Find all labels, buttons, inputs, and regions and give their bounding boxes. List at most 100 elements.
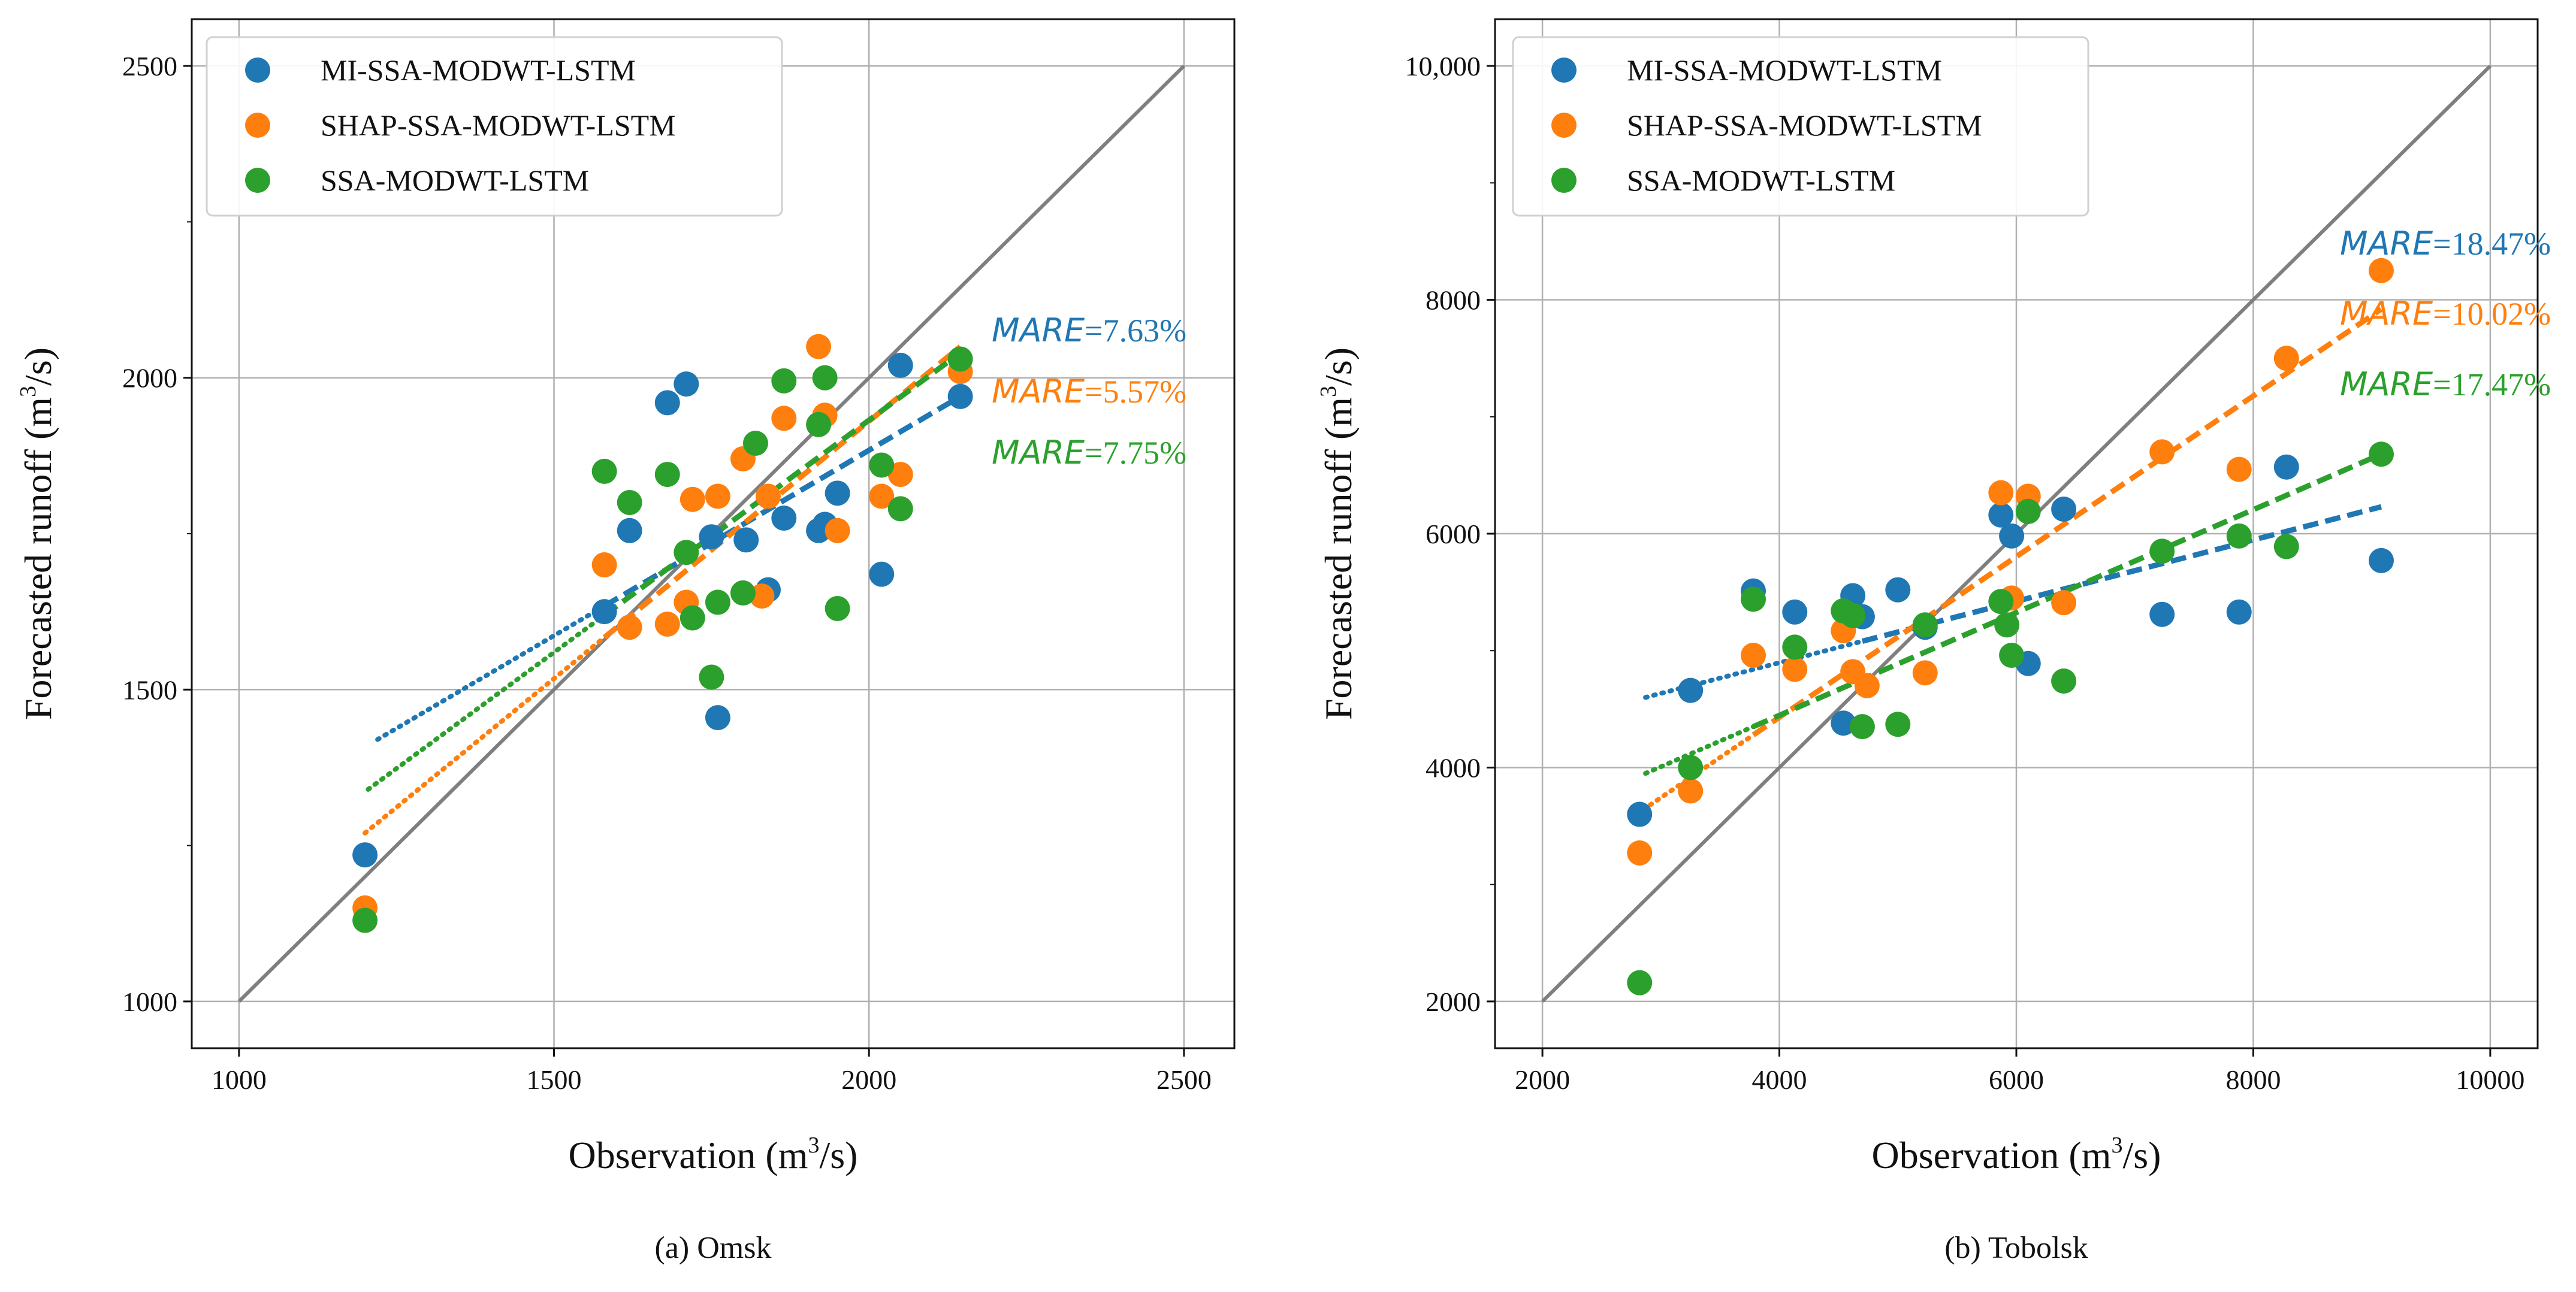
x-tick-label: 10000 [2456, 1064, 2524, 1095]
x-tick-label: 1000 [212, 1064, 267, 1095]
y-axis-label-tail: /s) [1317, 347, 1360, 386]
x-axis-label-sup: 3 [808, 1133, 819, 1158]
scatter-point [680, 605, 705, 631]
scatter-point [1854, 673, 1880, 698]
x-axis-label-tail: /s) [2122, 1134, 2161, 1176]
y-axis-label-sup: 3 [1316, 386, 1341, 397]
y-tick-label: 1000 [122, 987, 177, 1017]
x-axis-label: Observation (m3/s) [1872, 1133, 2161, 1176]
fit-line-extrapolated [1643, 724, 1756, 776]
scatter-point [2273, 346, 2299, 371]
legend-marker [1551, 113, 1577, 138]
mare-annotation: MARE=17.47% [2340, 365, 2551, 403]
y-tick-label: 10,000 [1405, 51, 1481, 81]
scatter-point [2369, 258, 2394, 283]
axis-ticks: 1000 1500 2000 2500 1000 1500 2000 2500 [122, 51, 1212, 1095]
y-axis-label-tail: /s) [17, 347, 59, 386]
legend-label: SSA-MODWT-LSTM [1627, 164, 1895, 197]
y-axis-label-main: Forecasted runoff (m [17, 397, 59, 720]
fit-line [602, 344, 962, 640]
scatter-point [705, 705, 730, 731]
legend-box [1512, 36, 2089, 217]
scatter-point [812, 365, 838, 391]
scatter-point [1885, 712, 1911, 737]
scatter-point [2226, 456, 2252, 482]
x-axis-label-tail: /s) [819, 1134, 857, 1176]
mare-labels: MARE=18.47%MARE=10.02%MARE=17.47% [2340, 225, 2551, 403]
scatter-point [699, 524, 724, 550]
scatter-point [654, 462, 680, 488]
scatter-point [2051, 590, 2077, 616]
legend-marker [245, 58, 270, 83]
y-axis-label: Forecasted runoff (m3/s) [1316, 347, 1360, 720]
y-axis-label-main: Forecasted runoff (m [1317, 397, 1360, 720]
scatter-point [869, 561, 895, 587]
scatter-point [1912, 612, 1938, 638]
fit-line-extrapolated [363, 635, 607, 836]
fit-line-extrapolated [366, 613, 607, 792]
scatter-point [1741, 586, 1766, 612]
y-tick-label: 2000 [122, 363, 177, 394]
scatter-point [947, 346, 973, 372]
scatter-point [825, 518, 850, 543]
y-tick-label: 2000 [1426, 987, 1481, 1017]
scatter-point [617, 489, 642, 515]
panel-tobolsk: 2000 4000 6000 8000 10000 2000 4000 6000 8000 10,… [1316, 18, 2551, 1265]
fit-line-extrapolated [375, 603, 607, 742]
scatter-point [617, 615, 642, 640]
scatter-point [1840, 603, 1866, 628]
scatter-point [1627, 840, 1653, 866]
fit-line [1861, 504, 2382, 644]
legend-marker [245, 168, 270, 193]
scatter-point [2149, 538, 2175, 564]
scatter-point [352, 842, 378, 868]
x-tick-label: 2500 [1156, 1064, 1212, 1095]
scatter-point [1988, 480, 2014, 506]
scatter-point [1741, 643, 1766, 668]
scatter-point [771, 406, 797, 431]
scatter-point [749, 583, 775, 609]
legend: MI-SSA-MODWT-LSTM SHAP-SSA-MODWT-LSTM SSA-… [1512, 36, 2089, 217]
scatter-point [2149, 439, 2175, 465]
scatter-point [755, 483, 781, 509]
scatter-point [2273, 534, 2299, 559]
scatter-point [705, 589, 730, 615]
scatter-point [2051, 668, 2077, 694]
mare-label: MARE [992, 434, 1085, 471]
fit-line [602, 350, 962, 618]
legend-label: SHAP-SSA-MODWT-LSTM [321, 108, 676, 142]
scatter-points [1627, 258, 2394, 996]
scatter-point [825, 480, 850, 506]
scatter-point [591, 552, 617, 578]
scatter-point [887, 352, 913, 378]
axis-ticks: 2000 4000 6000 8000 10000 2000 4000 6000 8000 10,… [1405, 51, 2525, 1095]
scatter-point [2369, 547, 2394, 573]
scatter-point [2149, 601, 2175, 627]
x-tick-label: 2000 [1515, 1064, 1570, 1095]
scatter-point [806, 411, 832, 437]
mare-label: MARE [2340, 295, 2433, 332]
mare-label: MARE [2340, 225, 2433, 262]
scatter-point [1782, 634, 1808, 660]
scatter-point [654, 390, 680, 416]
mare-value: =10.02% [2433, 296, 2551, 332]
scatter-point [806, 334, 832, 359]
scatter-point [947, 383, 973, 409]
mare-annotation: MARE=10.02% [2340, 295, 2551, 332]
mare-annotation: MARE=7.63% [992, 311, 1186, 349]
scatter-point [1627, 801, 1653, 827]
y-tick-label: 2500 [122, 51, 177, 81]
legend-label: MI-SSA-MODWT-LSTM [321, 53, 636, 87]
scatter-point [1994, 612, 2020, 638]
scatter-point [2226, 523, 2252, 549]
panel-caption: (a) Omsk [655, 1231, 772, 1265]
panel-caption: (b) Tobolsk [1944, 1231, 2088, 1265]
mare-labels: MARE=7.63%MARE=5.57%MARE=7.75% [992, 311, 1186, 471]
scatter-point [1849, 714, 1875, 740]
x-tick-label: 1500 [527, 1064, 582, 1095]
scatter-point [352, 907, 378, 933]
mare-label: MARE [992, 311, 1085, 349]
x-axis-label-sup: 3 [2111, 1133, 2122, 1158]
